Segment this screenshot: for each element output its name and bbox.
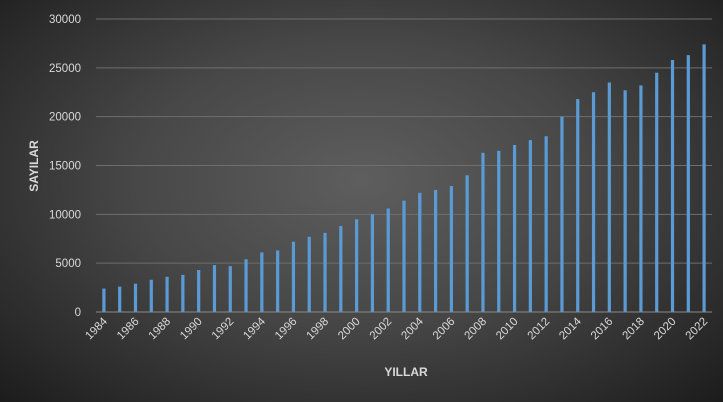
bar-1989 xyxy=(181,274,185,312)
bar-1997 xyxy=(307,236,311,312)
bar-2007 xyxy=(465,175,469,312)
bar-2018 xyxy=(639,85,643,312)
y-tick-label: 5000 xyxy=(55,258,81,270)
y-tick-label: 20000 xyxy=(49,112,81,124)
bar-2006 xyxy=(449,186,453,312)
y-tick-label: 15000 xyxy=(49,161,81,173)
x-tick-label: 2010 xyxy=(494,316,521,343)
x-tick-label: 2008 xyxy=(463,316,490,343)
bar-1996 xyxy=(291,241,296,312)
bar-1984 xyxy=(102,288,106,312)
bar-2002 xyxy=(386,208,390,312)
x-tick-label: 2012 xyxy=(526,316,553,343)
x-tick-label: 2018 xyxy=(620,316,647,343)
bar-2012 xyxy=(544,136,548,312)
x-tick-label: 2022 xyxy=(684,316,711,343)
x-tick-label: 2016 xyxy=(589,316,616,343)
x-tick-label: 2020 xyxy=(652,316,679,343)
bar-2001 xyxy=(370,214,375,312)
x-tick-label: 1994 xyxy=(241,315,268,342)
bars xyxy=(102,44,706,312)
bar-2009 xyxy=(497,150,501,312)
bar-2021 xyxy=(686,55,690,312)
x-axis-tick-labels: 1984 1986 1988 1990 1992 1994 1996 1998 2000 2002… xyxy=(83,315,710,342)
y-tick-label: 30000 xyxy=(49,14,81,26)
y-tick-label: 10000 xyxy=(49,209,81,221)
bar-2005 xyxy=(433,189,438,312)
x-tick-label: 1988 xyxy=(147,316,174,343)
bar-1992 xyxy=(228,266,232,312)
x-tick-label: 1996 xyxy=(273,316,300,343)
bar-1985 xyxy=(118,286,122,312)
x-tick-label: 2006 xyxy=(431,316,458,343)
bar-2004 xyxy=(418,192,422,312)
x-tick-label: 2014 xyxy=(557,315,584,342)
y-tick-label: 0 xyxy=(75,307,81,319)
bar-1988 xyxy=(165,276,169,312)
bar-2020 xyxy=(670,60,675,312)
bar-1994 xyxy=(260,252,264,312)
bar-2017 xyxy=(623,90,627,312)
bar-2016 xyxy=(607,82,611,312)
bar-1995 xyxy=(276,250,280,312)
x-tick-label: 2002 xyxy=(368,316,395,343)
bar-2011 xyxy=(528,140,532,312)
bar-1986 xyxy=(133,283,138,312)
bar-2010 xyxy=(512,144,517,312)
x-tick-label: 1990 xyxy=(178,316,205,343)
bar-1987 xyxy=(149,279,153,312)
x-tick-label: 2000 xyxy=(336,316,363,343)
bar-1998 xyxy=(323,232,327,312)
bar-1999 xyxy=(339,226,343,312)
bar-1991 xyxy=(212,265,217,312)
bar-2013 xyxy=(560,116,564,312)
x-tick-label: 1992 xyxy=(210,316,237,343)
bar-2014 xyxy=(576,99,580,312)
y-tick-label: 25000 xyxy=(49,63,81,75)
x-tick-label: 2004 xyxy=(399,315,426,342)
bar-1990 xyxy=(197,270,201,312)
y-axis-tick-labels: 0 5000 10000 15000 20000 25000 30000 xyxy=(49,14,81,319)
x-tick-label: 1984 xyxy=(83,315,110,342)
x-axis-title: YILLAR xyxy=(384,365,428,379)
y-axis-title: SAYILAR xyxy=(27,140,41,192)
bar-1993 xyxy=(244,259,248,312)
bar-2019 xyxy=(655,72,659,312)
bar-2008 xyxy=(481,152,485,312)
bar-2000 xyxy=(355,219,359,312)
bar-2003 xyxy=(402,200,406,312)
x-tick-label: 1998 xyxy=(305,316,332,343)
x-tick-label: 1986 xyxy=(115,316,142,343)
bar-2022 xyxy=(702,44,706,312)
bar-2015 xyxy=(591,92,596,312)
